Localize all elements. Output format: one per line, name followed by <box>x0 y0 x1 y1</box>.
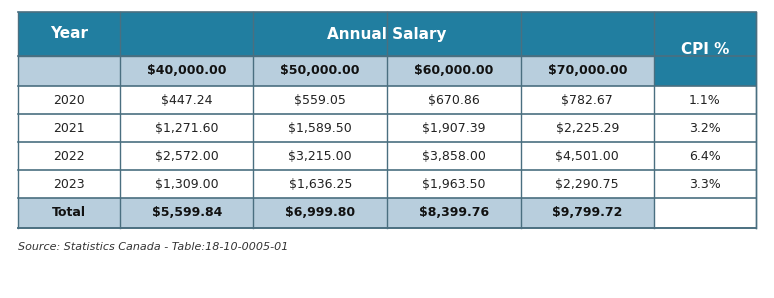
Bar <box>253 56 387 86</box>
Text: 2022: 2022 <box>53 150 85 162</box>
Text: $1,636.25: $1,636.25 <box>289 178 352 190</box>
Bar <box>654 142 756 170</box>
Text: $50,000.00: $50,000.00 <box>280 64 360 77</box>
Text: $40,000.00: $40,000.00 <box>147 64 227 77</box>
Text: $4,501.00: $4,501.00 <box>556 150 619 162</box>
Bar <box>253 114 387 142</box>
Text: 3.3%: 3.3% <box>689 178 721 190</box>
Text: $559.05: $559.05 <box>294 94 346 106</box>
Text: 1.1%: 1.1% <box>689 94 721 106</box>
Text: $60,000.00: $60,000.00 <box>414 64 494 77</box>
Bar <box>521 86 654 114</box>
Bar <box>120 86 253 114</box>
Text: Total: Total <box>52 207 86 220</box>
Bar <box>18 114 120 142</box>
Bar <box>387 56 521 86</box>
Text: $8,399.76: $8,399.76 <box>419 207 489 220</box>
Text: Annual Salary: Annual Salary <box>327 27 447 41</box>
Bar <box>120 170 253 198</box>
Bar <box>18 142 120 170</box>
Bar <box>18 198 120 228</box>
Text: CPI %: CPI % <box>681 41 729 57</box>
Text: 6.4%: 6.4% <box>689 150 721 162</box>
Bar <box>521 114 654 142</box>
Bar <box>654 12 756 86</box>
Bar <box>120 114 253 142</box>
Bar <box>120 56 253 86</box>
Text: $5,599.84: $5,599.84 <box>152 207 222 220</box>
Text: $9,799.72: $9,799.72 <box>552 207 622 220</box>
Bar <box>18 56 120 86</box>
Bar <box>654 170 756 198</box>
Bar <box>654 86 756 114</box>
Bar <box>253 86 387 114</box>
Bar <box>120 142 253 170</box>
Bar <box>387 170 521 198</box>
Text: $447.24: $447.24 <box>161 94 212 106</box>
Text: 2020: 2020 <box>53 94 85 106</box>
Text: $1,963.50: $1,963.50 <box>422 178 485 190</box>
Bar <box>521 142 654 170</box>
Text: $1,271.60: $1,271.60 <box>155 122 218 134</box>
Bar <box>387 198 521 228</box>
Text: $670.86: $670.86 <box>428 94 480 106</box>
Text: 3.2%: 3.2% <box>689 122 721 134</box>
Text: $3,215.00: $3,215.00 <box>289 150 352 162</box>
Bar <box>521 170 654 198</box>
Text: $2,290.75: $2,290.75 <box>556 178 619 190</box>
Bar <box>387 142 521 170</box>
Bar <box>253 142 387 170</box>
Text: $2,572.00: $2,572.00 <box>155 150 218 162</box>
Text: $6,999.80: $6,999.80 <box>285 207 355 220</box>
Text: $2,225.29: $2,225.29 <box>556 122 619 134</box>
Text: $1,309.00: $1,309.00 <box>155 178 218 190</box>
Text: 2023: 2023 <box>53 178 85 190</box>
Text: $70,000.00: $70,000.00 <box>547 64 627 77</box>
Text: $1,589.50: $1,589.50 <box>289 122 352 134</box>
Text: Source: Statistics Canada - Table:18-10-0005-01: Source: Statistics Canada - Table:18-10-… <box>18 242 289 252</box>
Bar <box>655 55 755 57</box>
Bar <box>521 56 654 86</box>
Bar <box>654 114 756 142</box>
Bar <box>18 86 120 114</box>
Bar <box>18 12 120 56</box>
Bar <box>253 198 387 228</box>
Bar <box>120 198 253 228</box>
Bar <box>654 198 756 228</box>
Bar <box>253 170 387 198</box>
Text: $1,907.39: $1,907.39 <box>422 122 485 134</box>
Text: $3,858.00: $3,858.00 <box>422 150 486 162</box>
Text: $782.67: $782.67 <box>561 94 613 106</box>
Text: 2021: 2021 <box>53 122 85 134</box>
Bar <box>387 86 521 114</box>
Bar <box>120 12 654 56</box>
Bar <box>18 170 120 198</box>
Bar <box>387 114 521 142</box>
Text: Year: Year <box>50 27 88 41</box>
Bar <box>521 198 654 228</box>
